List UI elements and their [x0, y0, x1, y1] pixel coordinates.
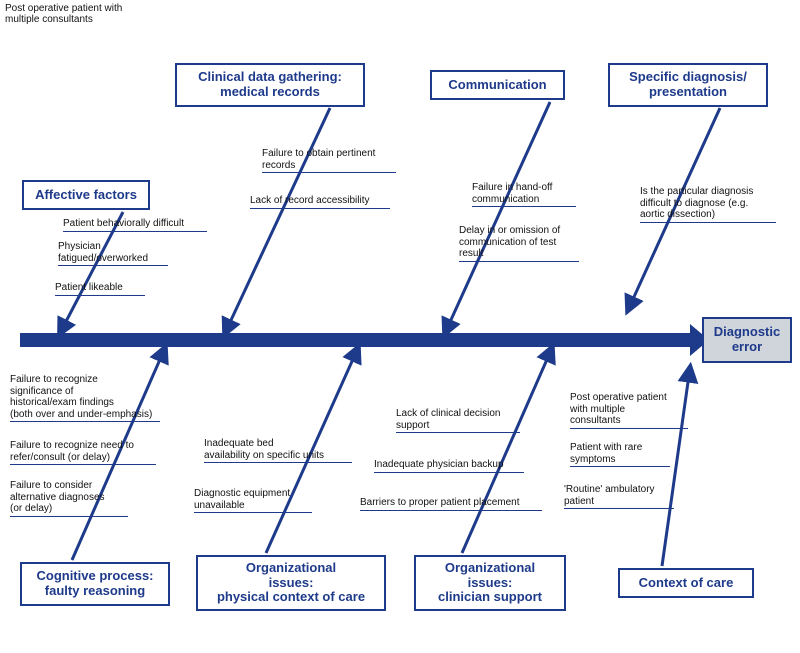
- cause-communication-1: Delay in or omission ofcommunication of …: [459, 225, 579, 262]
- category-cognitive: Cognitive process:faulty reasoning: [20, 562, 170, 606]
- category-records: Clinical data gathering:medical records: [175, 63, 365, 107]
- cause-specific-0: Is the particular diagnosisdifficult to …: [640, 186, 776, 223]
- cause-affective-1: Physicianfatigued/overworked: [58, 241, 168, 266]
- category-context: Context of care: [618, 568, 754, 598]
- cause-org-physical-0: Inadequate bedavailability on specific u…: [204, 438, 352, 463]
- cause-org-physical-1: Diagnostic equipmentunavailable: [194, 488, 312, 513]
- category-org-physical: Organizationalissues:physical context of…: [196, 555, 386, 611]
- cause-communication-0: Failure in hand-offcommunication: [472, 182, 576, 207]
- cause-org-clinician-2: Barriers to proper patient placement: [360, 497, 542, 511]
- cause-org-clinician-1: Inadequate physician backup: [374, 459, 524, 473]
- cause-context-1: Patient with raresymptoms: [570, 442, 670, 467]
- category-org-clinician: Organizationalissues:clinician support: [414, 555, 566, 611]
- cause-cognitive-1: Failure to recognize need torefer/consul…: [10, 440, 156, 465]
- cause-context-2: 'Routine' ambulatorypatient: [564, 484, 674, 509]
- result-box: Diagnosticerror: [702, 317, 792, 363]
- category-communication: Communication: [430, 70, 565, 100]
- corner-note: Post operative patient withmultiple cons…: [5, 3, 122, 25]
- cause-context-0: Post operative patientwith multipleconsu…: [570, 392, 688, 429]
- cause-records-1: Lack of record accessibility: [250, 195, 390, 209]
- cause-org-clinician-0: Lack of clinical decisionsupport: [396, 408, 520, 433]
- cause-affective-2: Patient likeable: [55, 282, 145, 296]
- cause-cognitive-2: Failure to consideralternative diagnoses…: [10, 480, 128, 517]
- cause-cognitive-0: Failure to recognizesignificance ofhisto…: [10, 374, 160, 422]
- category-specific: Specific diagnosis/presentation: [608, 63, 768, 107]
- cause-affective-0: Patient behaviorally difficult: [63, 218, 207, 232]
- category-affective: Affective factors: [22, 180, 150, 210]
- cause-records-0: Failure to obtain pertinentrecords: [262, 148, 396, 173]
